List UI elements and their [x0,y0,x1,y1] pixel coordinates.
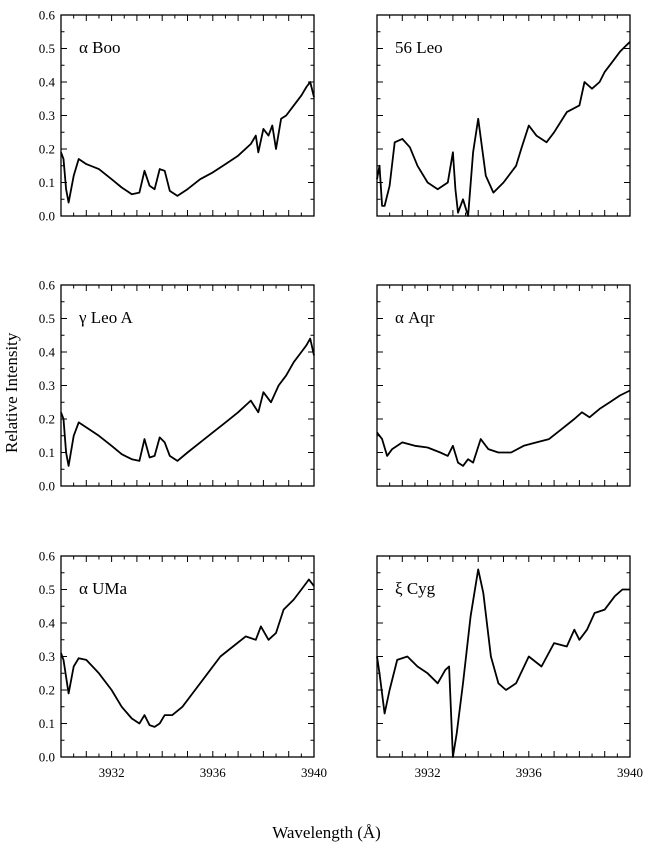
panel-6-xtick-label: 3932 [415,765,441,780]
panel-4: α Aqr [376,284,631,487]
panel-1-ytick-label: 0.3 [39,108,55,123]
panel-6-xtick-label: 3936 [516,765,543,780]
panel-2-spectrum-line [376,41,631,217]
panel-1-spectrum-line [60,81,315,204]
panel-5-ytick-label: 0.0 [39,750,55,765]
shared-x-axis-label: Wavelength (Å) [272,823,381,842]
panel-1: 0.0 0.1 0.2 0.3 0.4 0.5 0.6 α Boo [39,8,315,224]
panel-3-title-leo-a: γ Leo A [78,308,134,327]
panel-3-ytick-label: 0.6 [39,278,56,293]
panel-5-spectrum-line [60,578,315,728]
panel-2-title-56-leo: 56 Leo [395,38,443,57]
shared-y-axis-label: Relative Intensity [2,332,21,453]
panel-6: 3932 3936 3940 ξ Cyg [376,555,643,780]
panel-5-ytick-label: 0.5 [39,582,55,597]
panel-3: 0.0 0.1 0.2 0.3 0.4 0.5 0.6 γ Leo A [39,278,315,494]
panel-5-xtick-label: 3936 [200,765,227,780]
panel-5-ytick-label: 0.4 [39,616,56,631]
panel-6-spectrum-line [376,568,630,758]
panel-1-ytick-label: 0.6 [39,8,56,23]
panel-5-ytick-label: 0.1 [39,716,55,731]
panel-6-xtick-label: 3940 [617,765,643,780]
panel-3-ytick-label: 0.2 [39,412,55,427]
panel-1-ytick-label: 0.5 [39,41,55,56]
panel-5-ytick-label: 0.3 [39,649,55,664]
panel-1-ytick-label: 0.4 [39,75,56,90]
panel-1-ytick-label: 0.1 [39,175,55,190]
panel-1-title-boo: α Boo [79,38,121,57]
panel-4-title-aqr: α Aqr [395,308,435,327]
panel-5-ytick-label: 0.6 [39,549,56,564]
panel-5-xtick-label: 3940 [301,765,327,780]
panel-3-ytick-label: 0.1 [39,445,55,460]
panel-5: 0.0 0.1 0.2 0.3 0.4 0.5 0.6 3932 3936 3940 α UMa [39,549,327,781]
panel-4-spectrum-line [376,389,631,467]
panel-5-ytick-label: 0.2 [39,683,55,698]
panel-3-ytick-label: 0.3 [39,378,55,393]
panel-3-spectrum-line [60,337,315,467]
panel-1-ytick-label: 0.2 [39,142,55,157]
panel-6-title-cyg: ξ Cyg [395,579,436,598]
panel-3-ytick-label: 0.0 [39,479,55,494]
panel-3-ytick-label: 0.4 [39,345,56,360]
panel-3-ytick-label: 0.5 [39,311,55,326]
panel-5-xtick-label: 3932 [99,765,125,780]
panel-2: 56 Leo [376,14,631,217]
panel-1-ytick-label: 0.0 [39,209,55,224]
panel-5-title-uma: α UMa [79,579,128,598]
